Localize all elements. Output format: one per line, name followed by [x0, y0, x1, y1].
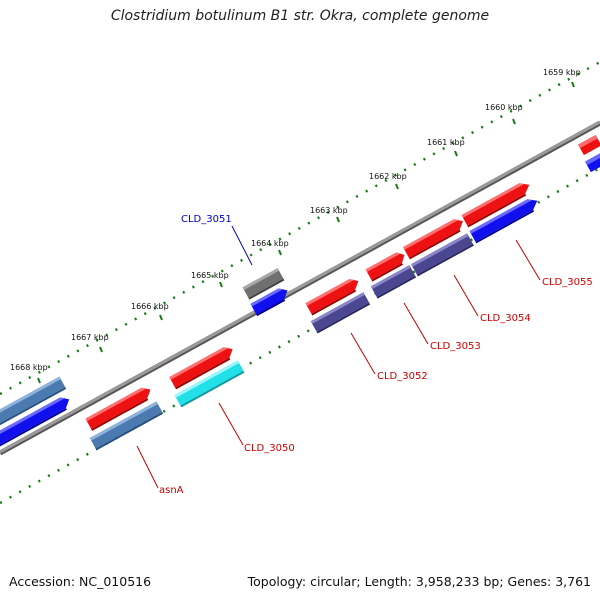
- gene-label-cld3054[interactable]: CLD_3054: [480, 313, 531, 324]
- gene-feature-blue[interactable]: [0, 394, 73, 453]
- gene-label-cld3055[interactable]: CLD_3055: [542, 277, 593, 288]
- gene-feature-blue[interactable]: [250, 285, 291, 317]
- gene-feature-blue[interactable]: [585, 151, 600, 173]
- scale-label-1660: 1660 kbp: [485, 103, 523, 112]
- gene-feature-slate[interactable]: [310, 292, 371, 334]
- gene-feature-red[interactable]: [578, 134, 600, 156]
- major-ticks: [37, 81, 575, 384]
- scale-labels: 1659 kbp 1660 kbp 1661 kbp 1662 kbp 1663…: [10, 68, 581, 372]
- scale-label-1666: 1666 kbp: [131, 302, 169, 311]
- scale-label-1664: 1664 kbp: [251, 239, 289, 248]
- scale-label-1667: 1667 kbp: [71, 333, 109, 342]
- label-leaders: [136, 225, 541, 489]
- gene-label-asna[interactable]: asnA: [159, 485, 184, 496]
- gene-feature-cyan[interactable]: [174, 360, 245, 408]
- scale-label-1663: 1663 kbp: [310, 206, 348, 215]
- gene-feature-red[interactable]: [169, 344, 236, 390]
- genome-backbone: [0, 120, 600, 456]
- map-title: Clostridium botulinum B1 str. Okra, comp…: [110, 8, 490, 24]
- gene-label-cld3053[interactable]: CLD_3053: [430, 341, 481, 352]
- outer-tick-ring: [0, 60, 600, 396]
- gene-feature-blue[interactable]: [469, 195, 542, 244]
- scale-label-1668: 1668 kbp: [10, 363, 48, 372]
- gene-feature-red[interactable]: [85, 384, 154, 431]
- gene-feature-slate[interactable]: [370, 265, 417, 299]
- gene-feature-red[interactable]: [403, 216, 467, 260]
- gene-feature-gray[interactable]: [242, 268, 285, 300]
- gene-feature-red[interactable]: [461, 179, 534, 228]
- gene-label-cld3051[interactable]: CLD_3051: [181, 214, 232, 225]
- gene-label-cld3050[interactable]: CLD_3050: [244, 443, 295, 454]
- scale-label-1659: 1659 kbp: [543, 68, 581, 77]
- genome-summary-text: Topology: circular; Length: 3,958,233 bp…: [247, 574, 591, 589]
- gene-label-cld3052[interactable]: CLD_3052: [377, 371, 428, 382]
- scale-label-1662: 1662 kbp: [369, 172, 407, 181]
- accession-text: Accession: NC_010516: [9, 574, 152, 589]
- scale-label-1661: 1661 kbp: [427, 138, 465, 147]
- gene-feature-red[interactable]: [305, 276, 363, 316]
- gene-features[interactable]: [0, 134, 600, 453]
- gene-feature-steel[interactable]: [0, 376, 67, 434]
- gene-feature-steel[interactable]: [89, 401, 164, 451]
- gene-feature-slate[interactable]: [411, 233, 474, 277]
- gene-feature-red[interactable]: [365, 250, 409, 282]
- scale-label-1665: 1665 kbp: [191, 271, 229, 280]
- gene-labels[interactable]: CLD_3051 CLD_3055 CLD_3054 CLD_3053 CLD_…: [159, 214, 593, 496]
